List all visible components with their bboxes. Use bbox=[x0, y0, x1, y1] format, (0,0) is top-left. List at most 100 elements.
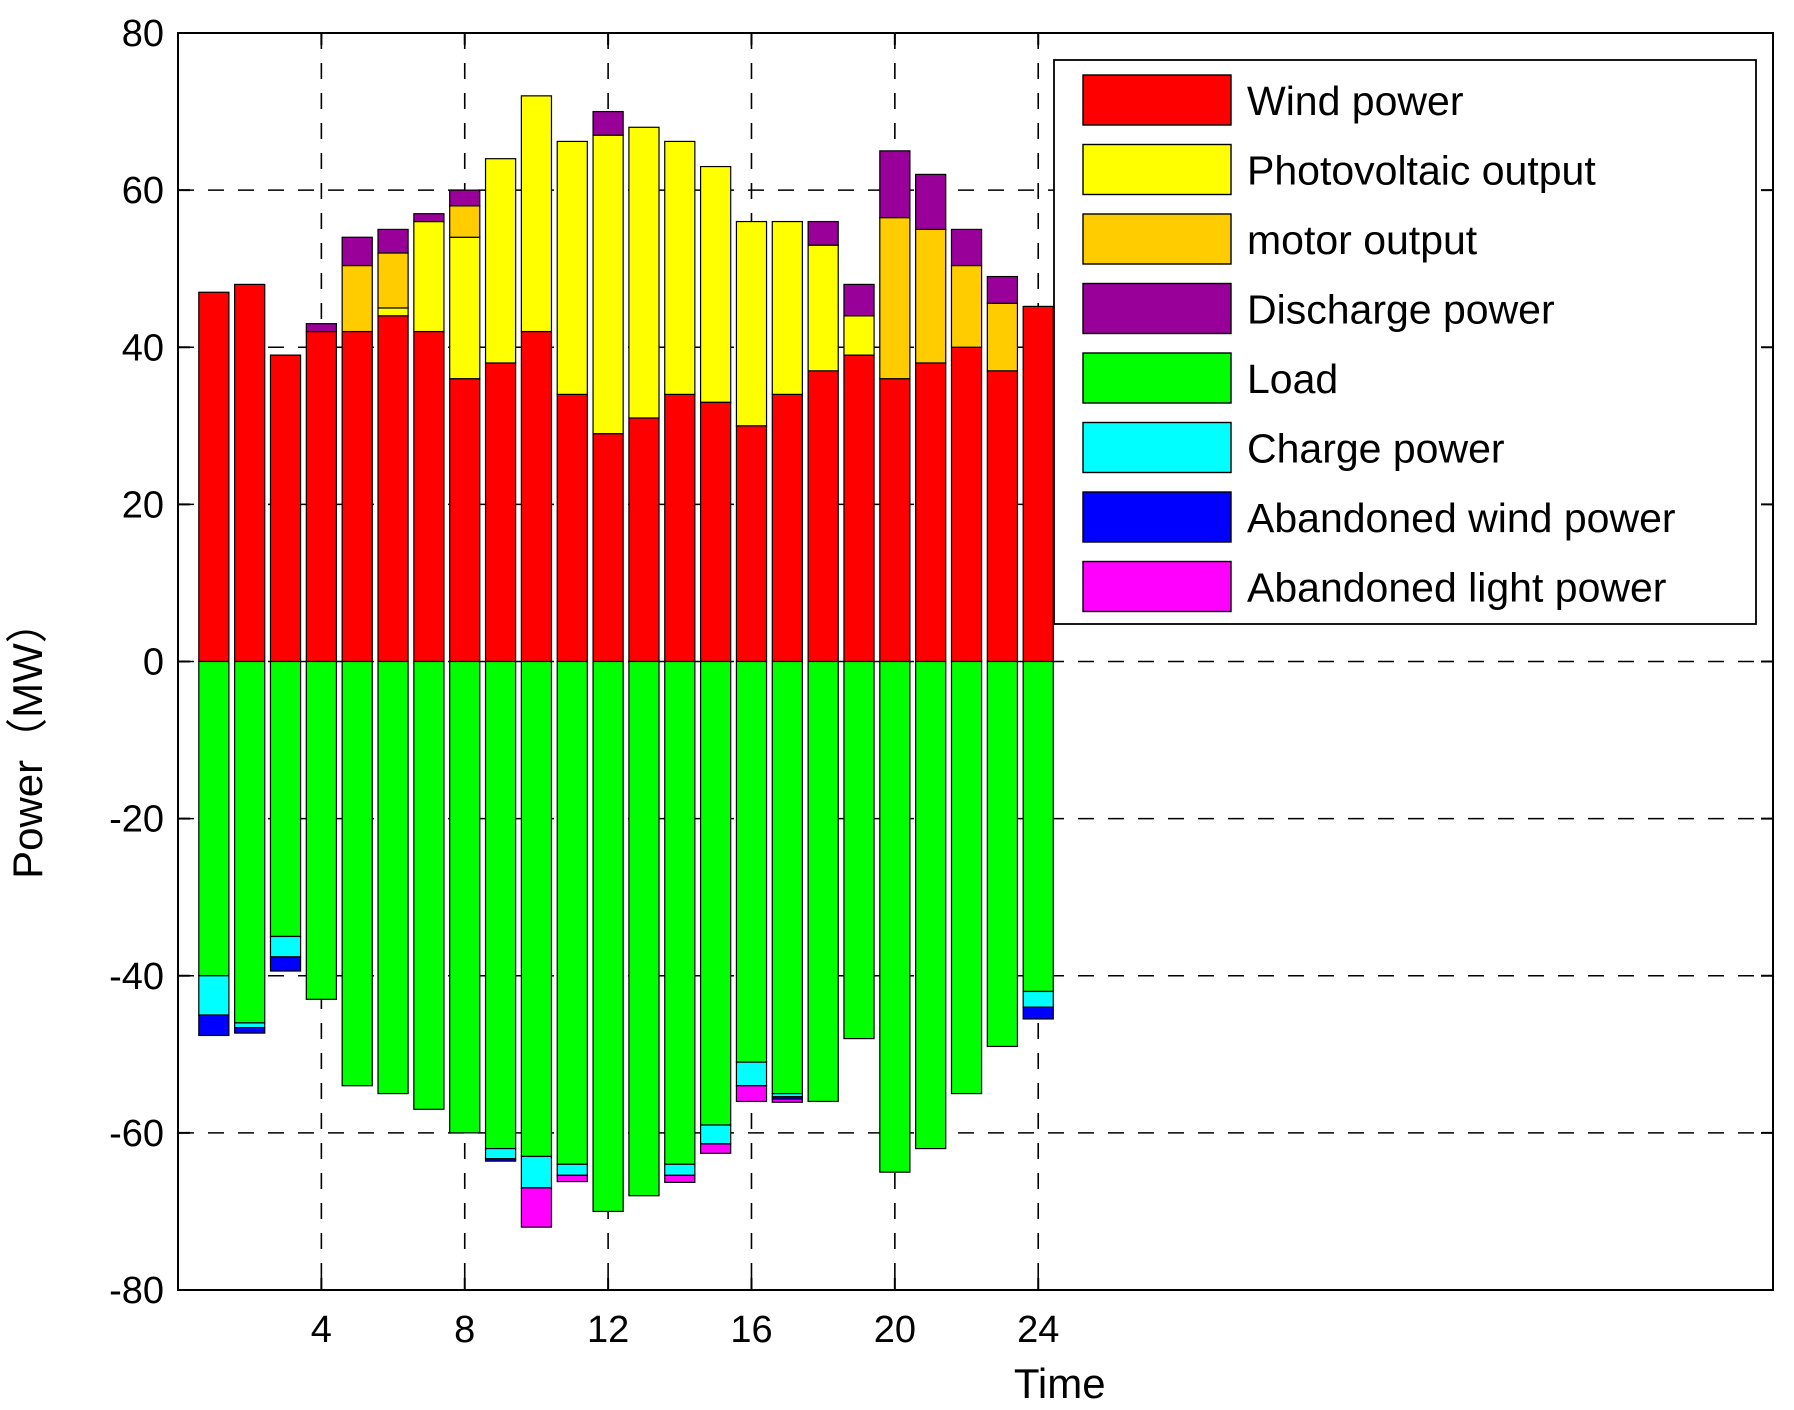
bar-segment bbox=[377, 660, 409, 1095]
bar-segment bbox=[234, 283, 266, 663]
x-axis-label: Time bbox=[1014, 1360, 1106, 1407]
y-tick-label: -20 bbox=[109, 799, 164, 841]
bar-segment bbox=[950, 660, 983, 1095]
bar-segment bbox=[771, 393, 803, 663]
bar-segment bbox=[628, 660, 660, 1197]
bar-segment bbox=[879, 150, 911, 219]
bar-segment bbox=[592, 433, 624, 663]
bar-segment bbox=[879, 217, 911, 380]
y-tick-label: -40 bbox=[109, 956, 164, 998]
bar-segment bbox=[807, 244, 839, 372]
legend-swatch bbox=[1082, 560, 1232, 613]
bar-segment bbox=[449, 205, 481, 238]
bar-segment bbox=[1022, 990, 1054, 1008]
bar-segment bbox=[950, 346, 983, 663]
legend-label: Wind power bbox=[1247, 78, 1463, 124]
bar-segment bbox=[699, 1124, 732, 1145]
bar-segment bbox=[305, 323, 338, 333]
legend-swatch bbox=[1082, 352, 1232, 404]
legend: Wind power Photovoltaic output motor outpu… bbox=[1053, 59, 1757, 625]
bar-segment bbox=[484, 362, 517, 663]
bar-segment bbox=[341, 264, 373, 333]
bar-segment bbox=[449, 378, 481, 663]
legend-swatch bbox=[1082, 74, 1232, 126]
bar-segment bbox=[592, 110, 624, 136]
bar-segment bbox=[449, 189, 481, 207]
bar-segment bbox=[664, 1163, 696, 1176]
bar-segment bbox=[341, 236, 373, 267]
bar-segment bbox=[1022, 1006, 1054, 1020]
bar-segment bbox=[520, 1187, 553, 1228]
legend-label: Load bbox=[1247, 356, 1338, 402]
legend-label: Abandoned light power bbox=[1247, 565, 1666, 611]
bar-segment bbox=[807, 220, 839, 246]
legend-swatch bbox=[1082, 421, 1232, 474]
bar-segment bbox=[699, 165, 732, 403]
bar-segment bbox=[520, 660, 553, 1158]
bar-segment bbox=[771, 220, 803, 395]
bar-segment bbox=[735, 1085, 768, 1103]
bar-segment bbox=[377, 252, 409, 309]
bar-segment bbox=[879, 660, 911, 1173]
legend-swatch bbox=[1082, 213, 1232, 265]
bar-segment bbox=[771, 660, 803, 1095]
x-tick-label: 12 bbox=[587, 1309, 629, 1351]
bar-segment bbox=[879, 378, 911, 663]
bar-segment bbox=[592, 134, 624, 435]
y-tick-label: 40 bbox=[122, 327, 164, 369]
bar-segment bbox=[484, 1147, 517, 1160]
bar-segment bbox=[305, 660, 338, 1000]
bar-segment bbox=[950, 264, 983, 348]
x-tick-label: 24 bbox=[1017, 1309, 1059, 1351]
bar-segment bbox=[269, 354, 302, 663]
x-tick-label: 8 bbox=[454, 1309, 475, 1351]
bar-segment bbox=[843, 354, 875, 663]
bar-segment bbox=[843, 283, 875, 317]
bar-segment bbox=[664, 393, 696, 663]
bar-segment bbox=[843, 660, 875, 1040]
bar-segment bbox=[269, 956, 302, 972]
bar-segment bbox=[269, 660, 302, 938]
legend-label: Charge power bbox=[1247, 426, 1505, 472]
x-tick-label: 16 bbox=[730, 1309, 772, 1351]
bar-segment bbox=[1022, 660, 1054, 993]
bar-segment bbox=[915, 228, 947, 364]
bar-segment bbox=[807, 660, 839, 1103]
bar-segment bbox=[449, 660, 481, 1134]
bar-segment bbox=[628, 126, 660, 419]
bar-segment bbox=[377, 307, 409, 317]
bar-segment bbox=[198, 1014, 230, 1037]
bar-segment bbox=[556, 393, 588, 663]
bar-segment bbox=[664, 1174, 696, 1183]
bar-segment bbox=[341, 660, 373, 1087]
bar-segment bbox=[341, 330, 373, 663]
bar-segment bbox=[198, 291, 230, 663]
bar-segment bbox=[986, 302, 1019, 372]
bar-segment bbox=[771, 1098, 803, 1103]
legend-label: motor output bbox=[1247, 217, 1478, 263]
y-tick-label: 0 bbox=[143, 642, 164, 684]
bar-segment bbox=[986, 275, 1019, 304]
legend-swatch bbox=[1082, 143, 1232, 196]
bar-segment bbox=[413, 220, 445, 333]
bar-segment bbox=[377, 228, 409, 254]
bar-segment bbox=[556, 1163, 588, 1176]
y-tick-label: 20 bbox=[122, 484, 164, 526]
bar-segment bbox=[735, 660, 768, 1063]
bars bbox=[198, 95, 1054, 1228]
bar-segment bbox=[556, 1174, 588, 1183]
bar-segment bbox=[377, 315, 409, 663]
bar-segment bbox=[735, 425, 768, 663]
bar-segment bbox=[449, 236, 481, 380]
bar-segment bbox=[664, 140, 696, 395]
bar-segment bbox=[915, 660, 947, 1150]
bar-segment bbox=[699, 660, 732, 1126]
bar-segment bbox=[556, 140, 588, 395]
bar-segment bbox=[592, 660, 624, 1213]
bar-segment bbox=[484, 158, 517, 364]
bar-segment bbox=[484, 1158, 517, 1162]
bar-segment bbox=[735, 220, 768, 427]
bar-segment bbox=[915, 173, 947, 231]
bar-segment bbox=[664, 660, 696, 1165]
